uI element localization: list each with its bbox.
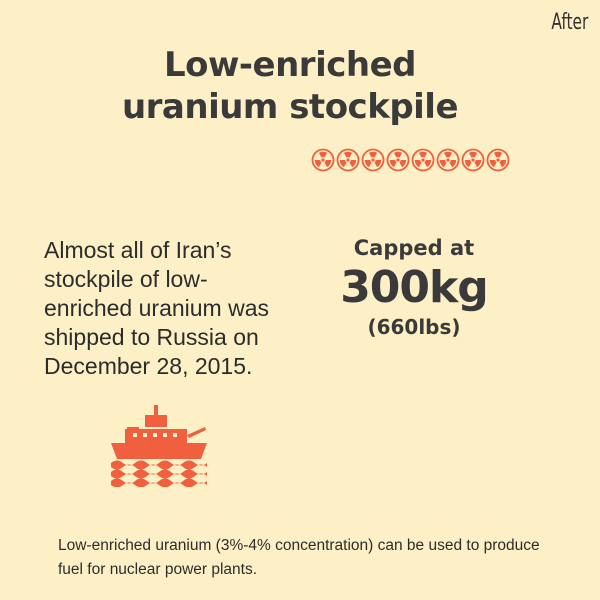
radiation-hazard-icon: [411, 148, 435, 172]
radiation-hazard-icon: [386, 148, 410, 172]
stockpile-description: Almost all of Iran’s stockpile of low-en…: [44, 237, 270, 379]
radiation-hazard-icon: [461, 148, 485, 172]
radiation-hazard-icon: [436, 148, 460, 172]
cap-value: 300kg: [340, 262, 489, 313]
radiation-hazard-icon: [486, 148, 510, 172]
cap-block: Capped at 300kg (660lbs): [324, 234, 504, 340]
hazard-icon-row: [311, 148, 510, 172]
corner-label: After: [551, 10, 588, 35]
ship-icon: [107, 405, 211, 492]
page-title: Low-enriched uranium stockpile: [0, 44, 580, 128]
title-line-2: uranium stockpile: [121, 87, 459, 127]
radiation-hazard-icon: [361, 148, 385, 172]
radiation-hazard-icon: [311, 148, 335, 172]
cap-alt-units: (660lbs): [367, 315, 461, 339]
title-line-1: Low-enriched: [164, 45, 417, 85]
footnote: Low-enriched uranium (3%-4% concentratio…: [58, 537, 540, 578]
cap-label: Capped at: [353, 236, 475, 260]
radiation-hazard-icon: [336, 148, 360, 172]
